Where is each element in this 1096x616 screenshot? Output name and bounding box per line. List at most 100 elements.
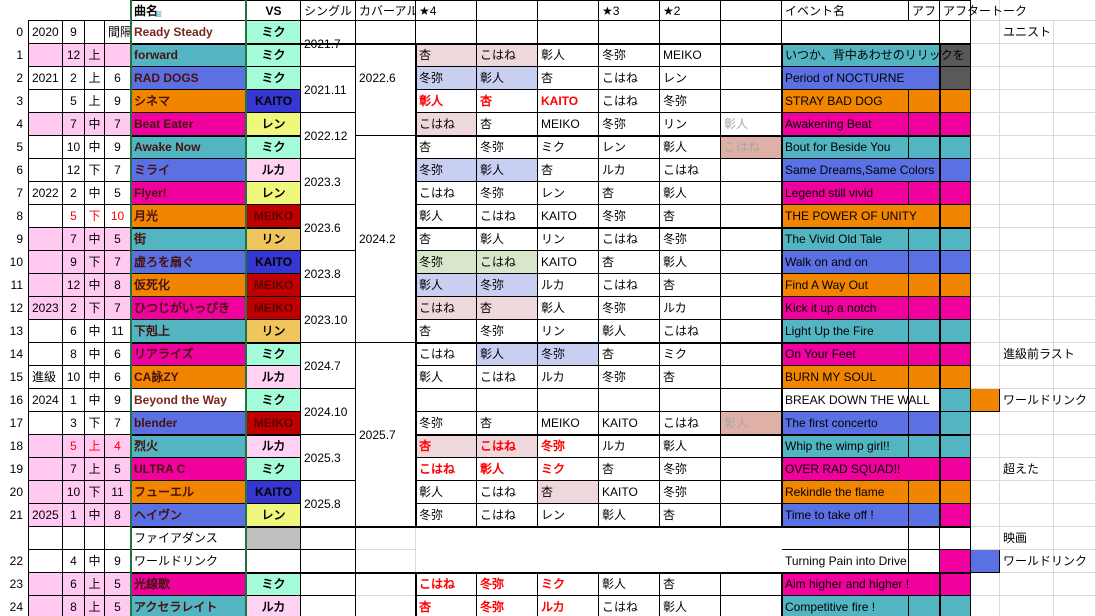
row-number-cell[interactable]: 19: [0, 458, 28, 481]
row-number-cell[interactable]: 6: [0, 159, 28, 182]
char-cell[interactable]: 杏: [660, 366, 721, 389]
year-cell[interactable]: [28, 481, 63, 504]
char-cell[interactable]: [416, 389, 477, 412]
char-cell[interactable]: 彰人: [416, 481, 477, 504]
vs-cell[interactable]: ルカ: [247, 366, 301, 389]
period-cell[interactable]: 中: [85, 504, 105, 527]
aftertalk-cell[interactable]: [940, 389, 971, 412]
char-cell[interactable]: [538, 21, 599, 44]
event-cell[interactable]: Aim higher and higher !: [782, 573, 940, 596]
row-number-cell[interactable]: 9: [0, 228, 28, 251]
char-cell[interactable]: 杏: [538, 67, 599, 90]
char-cell[interactable]: 杏: [538, 159, 599, 182]
row-number-cell[interactable]: 8: [0, 205, 28, 228]
header-star3[interactable]: ★3: [599, 0, 660, 21]
char-cell[interactable]: [721, 182, 782, 205]
af-cell[interactable]: [909, 21, 940, 44]
char-cell[interactable]: 彰人: [660, 136, 721, 159]
month-cell[interactable]: 1: [63, 504, 85, 527]
period-cell[interactable]: 下: [85, 412, 105, 435]
period-cell[interactable]: 中: [85, 113, 105, 136]
char-cell[interactable]: 杏: [416, 596, 477, 616]
single-cell[interactable]: 2025.8: [301, 481, 356, 527]
year-cell[interactable]: [28, 412, 63, 435]
month-cell[interactable]: 3: [63, 412, 85, 435]
char-cell[interactable]: [538, 389, 599, 412]
char-cell[interactable]: こはね: [416, 573, 477, 596]
char-cell[interactable]: 杏: [477, 113, 538, 136]
song-cell[interactable]: 烈火: [131, 435, 247, 458]
event-cell[interactable]: Same Dreams,Same Colors: [782, 159, 940, 182]
vs-cell[interactable]: ルカ: [247, 435, 301, 458]
aftertalk-cell[interactable]: [940, 320, 971, 343]
char-cell[interactable]: こはね: [477, 481, 538, 504]
song-cell[interactable]: 光線歌: [131, 573, 247, 596]
event-cell[interactable]: Rekindle the flame: [782, 481, 909, 504]
count-cell[interactable]: 8: [105, 504, 131, 527]
vs-cell[interactable]: [247, 527, 301, 550]
count-cell[interactable]: 6: [105, 67, 131, 90]
count-cell[interactable]: 8: [105, 274, 131, 297]
year-cell[interactable]: [28, 159, 63, 182]
row-number-cell[interactable]: 4: [0, 113, 28, 136]
count-cell[interactable]: 9: [105, 136, 131, 159]
header-star2[interactable]: ★2: [660, 0, 721, 21]
char-cell[interactable]: 彰人: [660, 435, 721, 458]
month-cell[interactable]: 6: [63, 320, 85, 343]
song-cell[interactable]: Awake Now: [131, 136, 247, 159]
char-cell[interactable]: 彰人: [721, 113, 782, 136]
cover-cell[interactable]: 2025.7: [356, 343, 416, 527]
month-cell[interactable]: 12: [63, 159, 85, 182]
note-cell[interactable]: 進級前ラスト: [1000, 343, 1096, 366]
count-cell[interactable]: 5: [105, 458, 131, 481]
char-cell[interactable]: リン: [538, 320, 599, 343]
row-number-cell[interactable]: 22: [0, 550, 28, 573]
event-cell[interactable]: Period of NOCTURNE: [782, 67, 940, 90]
row-number-cell[interactable]: 1: [0, 44, 28, 67]
event-cell[interactable]: The first concerto: [782, 412, 909, 435]
char-cell[interactable]: こはね: [477, 504, 538, 527]
header-vs[interactable]: VS: [247, 0, 301, 21]
aftertalk-cell[interactable]: [940, 113, 971, 136]
aftertalk-cell[interactable]: [940, 527, 971, 550]
char-cell[interactable]: [721, 573, 782, 596]
char-cell[interactable]: 彰人: [660, 182, 721, 205]
count-cell[interactable]: 6: [105, 366, 131, 389]
year-cell[interactable]: [28, 274, 63, 297]
char-cell[interactable]: KAITO: [538, 251, 599, 274]
period-cell[interactable]: 中: [85, 136, 105, 159]
char-cell[interactable]: [416, 21, 477, 44]
vs-cell[interactable]: MEIKO: [247, 205, 301, 228]
month-cell[interactable]: 10: [63, 366, 85, 389]
char-cell[interactable]: こはね: [660, 159, 721, 182]
char-cell[interactable]: 杏: [416, 320, 477, 343]
period-cell[interactable]: 上: [85, 573, 105, 596]
extra-cell[interactable]: [971, 389, 1000, 412]
row-number-cell[interactable]: 13: [0, 320, 28, 343]
row-number-cell[interactable]: 16: [0, 389, 28, 412]
header-left-2[interactable]: [85, 0, 105, 21]
vs-cell[interactable]: リン: [247, 228, 301, 251]
char-cell[interactable]: こはね: [416, 182, 477, 205]
note-cell[interactable]: [1000, 297, 1096, 320]
count-cell[interactable]: 7: [105, 251, 131, 274]
period-cell[interactable]: 下: [85, 297, 105, 320]
char-cell[interactable]: [721, 21, 782, 44]
month-cell[interactable]: 2: [63, 67, 85, 90]
song-cell[interactable]: ワールドリンク: [131, 550, 247, 573]
period-cell[interactable]: 上: [85, 90, 105, 113]
month-cell[interactable]: 6: [63, 573, 85, 596]
char-cell[interactable]: KAITO: [599, 481, 660, 504]
char-cell[interactable]: 冬弥: [599, 366, 660, 389]
note-cell[interactable]: 映画: [1000, 527, 1096, 550]
char-cell[interactable]: 冬弥: [599, 297, 660, 320]
char-cell[interactable]: 杏: [660, 504, 721, 527]
event-cell[interactable]: THE POWER OF UNITY: [782, 205, 940, 228]
af-cell[interactable]: [909, 596, 940, 616]
extra-cell[interactable]: [971, 550, 1000, 573]
note-cell[interactable]: [1000, 366, 1096, 389]
char-cell[interactable]: こはね: [477, 205, 538, 228]
period-cell[interactable]: 中: [85, 228, 105, 251]
count-cell[interactable]: 7: [105, 412, 131, 435]
header-aftertalk[interactable]: アフタートーク: [940, 0, 1027, 21]
